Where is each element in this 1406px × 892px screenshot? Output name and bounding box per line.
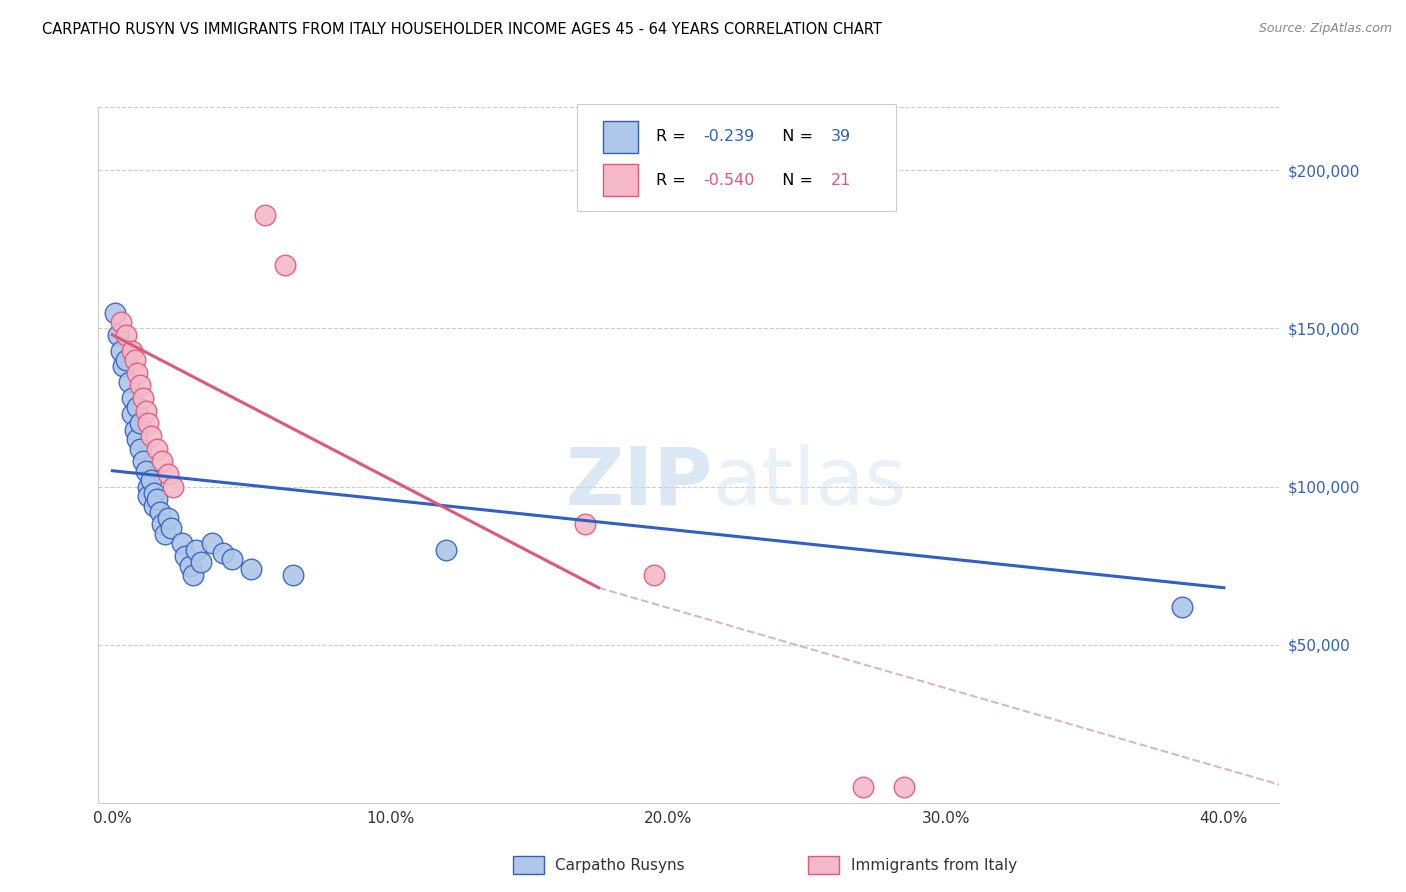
Point [159,521,181,535]
Point [148,505,170,519]
Point [143,486,166,500]
Point [124,353,146,368]
Text: Source: ZipAtlas.com: Source: ZipAtlas.com [1258,22,1392,36]
Point [184,542,207,557]
Text: -0.239: -0.239 [703,129,755,145]
Point [129,378,152,392]
Point [124,423,146,437]
Text: -0.540: -0.540 [703,172,755,187]
Point [254,208,277,222]
Point [141,429,163,443]
Point [138,489,160,503]
Point [146,442,169,456]
Point [852,780,875,794]
Point [138,417,160,431]
Point [643,568,665,582]
Point [146,492,169,507]
Point [173,549,195,563]
Text: 21: 21 [831,172,851,187]
Point [156,511,179,525]
Point [129,417,152,431]
Point [127,401,149,415]
Point [143,499,166,513]
Point [104,305,127,319]
Text: CARPATHO RUSYN VS IMMIGRANTS FROM ITALY HOUSEHOLDER INCOME AGES 45 - 64 YEARS CO: CARPATHO RUSYN VS IMMIGRANTS FROM ITALY … [42,22,882,37]
FancyBboxPatch shape [576,103,896,211]
Point [221,552,243,566]
Point [181,568,204,582]
Point [240,562,263,576]
Text: N =: N = [772,129,818,145]
Point [132,391,155,405]
Point [112,359,135,374]
Point [141,473,163,487]
Point [281,568,304,582]
FancyBboxPatch shape [603,164,638,195]
Point [107,327,129,342]
Point [1171,599,1194,614]
Point [150,517,173,532]
Point [115,353,138,368]
Point [121,391,143,405]
Point [129,442,152,456]
Point [121,343,143,358]
Point [110,343,132,358]
Text: R =: R = [655,172,690,187]
Point [135,464,157,478]
Text: 39: 39 [831,129,851,145]
Point [190,556,212,570]
FancyBboxPatch shape [603,121,638,153]
Point [162,479,184,493]
Point [893,780,915,794]
Text: Immigrants from Italy: Immigrants from Italy [851,858,1017,872]
Point [179,558,201,573]
Point [115,327,138,342]
Text: Carpatho Rusyns: Carpatho Rusyns [555,858,685,872]
Point [135,403,157,417]
Point [110,315,132,329]
Point [121,407,143,421]
Point [127,432,149,446]
Text: R =: R = [655,129,690,145]
Text: N =: N = [772,172,818,187]
Text: atlas: atlas [713,443,907,522]
Point [170,536,193,550]
Point [127,366,149,380]
Point [212,546,235,560]
Point [138,479,160,493]
Point [201,536,224,550]
Point [156,467,179,481]
Point [150,454,173,468]
Point [153,527,176,541]
Point [273,258,295,272]
Point [118,375,141,389]
Point [574,517,596,532]
Text: ZIP: ZIP [565,443,713,522]
Point [434,542,457,557]
Point [132,454,155,468]
